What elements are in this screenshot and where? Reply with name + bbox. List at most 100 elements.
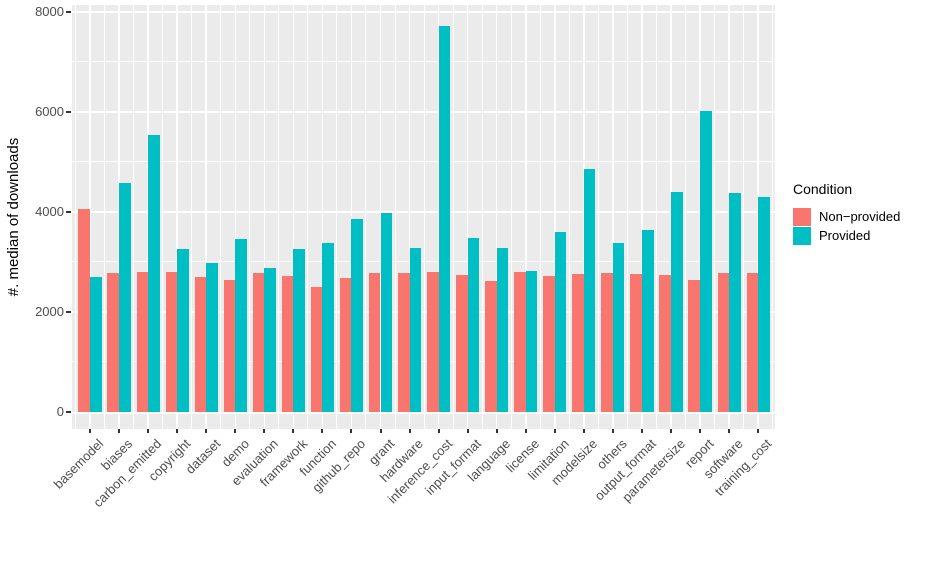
bar-carbon_emitted-nonprovided bbox=[136, 271, 149, 412]
minor-gridline-vertical bbox=[597, 5, 599, 429]
y-tick-label: 0 bbox=[56, 403, 64, 419]
x-tick-mark bbox=[408, 429, 411, 433]
y-tick-label: 6000 bbox=[35, 103, 64, 119]
bar-function-nonprovided bbox=[310, 287, 323, 412]
x-tick-mark bbox=[234, 429, 237, 433]
x-tick-mark bbox=[495, 429, 498, 433]
x-tick-mark bbox=[147, 429, 150, 433]
x-tick-mark bbox=[292, 429, 295, 433]
bar-evaluation-nonprovided bbox=[252, 272, 265, 412]
bar-basemodel-provided bbox=[90, 276, 102, 412]
bar-report-nonprovided bbox=[688, 280, 701, 412]
major-gridline-vertical bbox=[89, 5, 91, 429]
major-gridline-horizontal bbox=[72, 110, 775, 113]
minor-gridline-vertical bbox=[249, 5, 251, 429]
bar-modelsize-nonprovided bbox=[572, 274, 584, 412]
minor-gridline-vertical bbox=[191, 5, 193, 429]
bar-github_repo-nonprovided bbox=[339, 278, 352, 412]
minor-gridline-vertical bbox=[714, 5, 716, 429]
x-tick-mark bbox=[757, 429, 760, 433]
y-tick-mark bbox=[66, 10, 71, 13]
bar-license-nonprovided bbox=[514, 271, 526, 412]
x-tick-mark bbox=[89, 429, 91, 433]
bar-software-nonprovided bbox=[717, 272, 730, 412]
major-gridline-vertical bbox=[350, 5, 353, 429]
nonprovided-swatch-icon bbox=[793, 207, 811, 226]
major-gridline-horizontal bbox=[72, 411, 775, 414]
bar-parametersize-nonprovided bbox=[659, 275, 671, 412]
bar-software-provided bbox=[729, 193, 741, 412]
minor-gridline-vertical bbox=[394, 5, 396, 429]
major-gridline-vertical bbox=[495, 5, 498, 429]
minor-gridline-horizontal bbox=[72, 261, 775, 263]
bar-license-provided bbox=[525, 270, 538, 412]
x-tick-mark bbox=[437, 429, 440, 433]
legend: Condition Non−provided Provided bbox=[793, 181, 900, 245]
x-tick-mark bbox=[321, 429, 324, 433]
bar-biases-provided bbox=[119, 182, 131, 412]
major-gridline-horizontal bbox=[72, 310, 775, 313]
minor-gridline-vertical bbox=[104, 5, 106, 429]
x-tick-mark bbox=[553, 429, 556, 433]
bar-modelsize-provided bbox=[583, 169, 596, 412]
x-tick-mark bbox=[582, 429, 585, 433]
major-gridline-vertical bbox=[205, 5, 207, 429]
bar-grant-nonprovided bbox=[368, 272, 381, 412]
major-gridline-vertical bbox=[234, 5, 236, 429]
bar-input_format-nonprovided bbox=[456, 275, 468, 412]
y-tick-label: 4000 bbox=[35, 203, 64, 219]
x-tick-mark bbox=[350, 429, 353, 433]
major-gridline-vertical bbox=[176, 5, 178, 429]
bar-training_cost-provided bbox=[758, 197, 770, 412]
minor-gridline-vertical bbox=[626, 5, 628, 429]
minor-gridline-vertical bbox=[655, 5, 657, 429]
bar-demo-nonprovided bbox=[223, 280, 236, 412]
minor-gridline-vertical bbox=[278, 5, 280, 429]
bar-github_repo-provided bbox=[351, 219, 364, 412]
bar-output_format-nonprovided bbox=[630, 274, 642, 412]
bar-grant-provided bbox=[380, 213, 393, 412]
y-tick-mark bbox=[66, 210, 71, 213]
bar-biases-nonprovided bbox=[107, 273, 120, 412]
minor-gridline-vertical bbox=[481, 5, 483, 429]
x-tick-mark bbox=[205, 429, 208, 433]
bar-training_cost-nonprovided bbox=[746, 272, 759, 412]
minor-gridline-vertical bbox=[743, 5, 745, 429]
x-tick-mark bbox=[263, 429, 266, 433]
bar-dataset-provided bbox=[206, 263, 218, 412]
bar-others-provided bbox=[612, 242, 625, 412]
bar-input_format-provided bbox=[467, 238, 480, 412]
major-gridline-vertical bbox=[263, 5, 266, 429]
bar-inference_cost-provided bbox=[438, 25, 451, 412]
legend-item-nonprovided: Non−provided bbox=[793, 207, 900, 226]
major-gridline-horizontal bbox=[72, 10, 775, 13]
x-tick-mark bbox=[524, 429, 527, 433]
minor-gridline-vertical bbox=[74, 5, 76, 429]
bar-inference_cost-nonprovided bbox=[427, 271, 439, 412]
y-tick-mark bbox=[66, 410, 71, 413]
minor-gridline-horizontal bbox=[72, 61, 775, 63]
bar-framework-nonprovided bbox=[281, 276, 294, 412]
provided-swatch-icon bbox=[793, 226, 811, 245]
x-tick-mark bbox=[699, 429, 702, 433]
minor-gridline-vertical bbox=[307, 5, 309, 429]
x-tick-mark bbox=[728, 429, 731, 433]
x-tick-mark bbox=[118, 429, 121, 433]
legend-item-provided: Provided bbox=[793, 226, 900, 245]
y-tick-label: 2000 bbox=[35, 303, 64, 319]
bar-framework-provided bbox=[293, 249, 305, 412]
major-gridline-horizontal bbox=[72, 210, 775, 213]
minor-gridline-vertical bbox=[133, 5, 135, 429]
major-gridline-vertical bbox=[292, 5, 295, 429]
bar-output_format-provided bbox=[641, 230, 654, 412]
major-gridline-vertical bbox=[641, 5, 643, 429]
major-gridline-vertical bbox=[321, 5, 324, 429]
x-tick-mark bbox=[611, 429, 614, 433]
bar-copyright-nonprovided bbox=[165, 271, 178, 412]
legend-item-label: Provided bbox=[819, 228, 871, 243]
minor-gridline-horizontal bbox=[72, 161, 775, 163]
bar-hardware-nonprovided bbox=[397, 273, 410, 412]
x-tick-mark bbox=[640, 429, 643, 433]
legend-item-label: Non−provided bbox=[819, 209, 901, 224]
